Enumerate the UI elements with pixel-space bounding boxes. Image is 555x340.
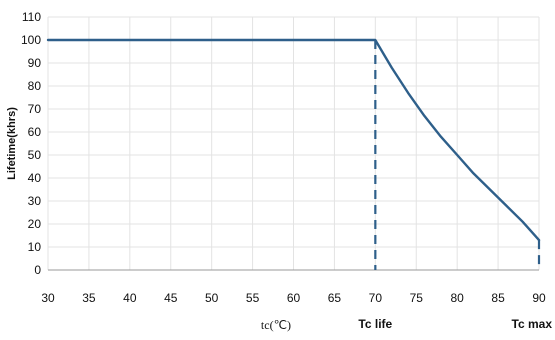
x-tick-label: 85: [491, 291, 505, 305]
marker-label: Tc max: [512, 317, 553, 331]
x-tick-label: 60: [287, 291, 301, 305]
y-tick-label: 30: [28, 194, 42, 208]
grid: [47, 16, 540, 270]
x-tick-label: 80: [450, 291, 464, 305]
y-tick-label: 10: [28, 240, 42, 254]
x-tick-label: 45: [164, 291, 178, 305]
x-tick-label: 65: [328, 291, 342, 305]
y-tick-label: 50: [28, 148, 42, 162]
x-tick-label: 70: [369, 291, 383, 305]
series-line: [46, 38, 541, 242]
x-tick-label: 40: [123, 291, 137, 305]
series: [46, 38, 541, 242]
x-tick-label: 30: [41, 291, 55, 305]
y-tick-label: 40: [28, 171, 42, 185]
y-tick-label: 90: [28, 56, 42, 70]
y-tick-labels: 0 10 20 30 40 50 60 70 80 90 100 110: [21, 10, 41, 277]
x-tick-label: 35: [82, 291, 96, 305]
x-tick-label: 50: [205, 291, 219, 305]
x-tick-label: 90: [532, 291, 546, 305]
x-tick-labels: 30 35 40 45 50 55 60 65 70 75 80 85 90: [41, 291, 546, 305]
x-tick-label: 75: [410, 291, 424, 305]
y-tick-label: 20: [28, 217, 42, 231]
y-tick-label: 80: [28, 79, 42, 93]
y-tick-label: 110: [22, 10, 41, 24]
marker-label: Tc life: [358, 317, 392, 331]
reference-markers: Tc life Tc max: [358, 40, 552, 331]
y-tick-label: 0: [34, 263, 41, 277]
y-tick-label: 70: [28, 102, 42, 116]
x-tick-label: 55: [246, 291, 260, 305]
y-tick-label: 100: [21, 33, 41, 47]
x-axis-label: tc(℃): [261, 318, 291, 332]
y-axis-label: Lifetime(khrs): [6, 107, 18, 180]
y-tick-label: 60: [28, 125, 42, 139]
